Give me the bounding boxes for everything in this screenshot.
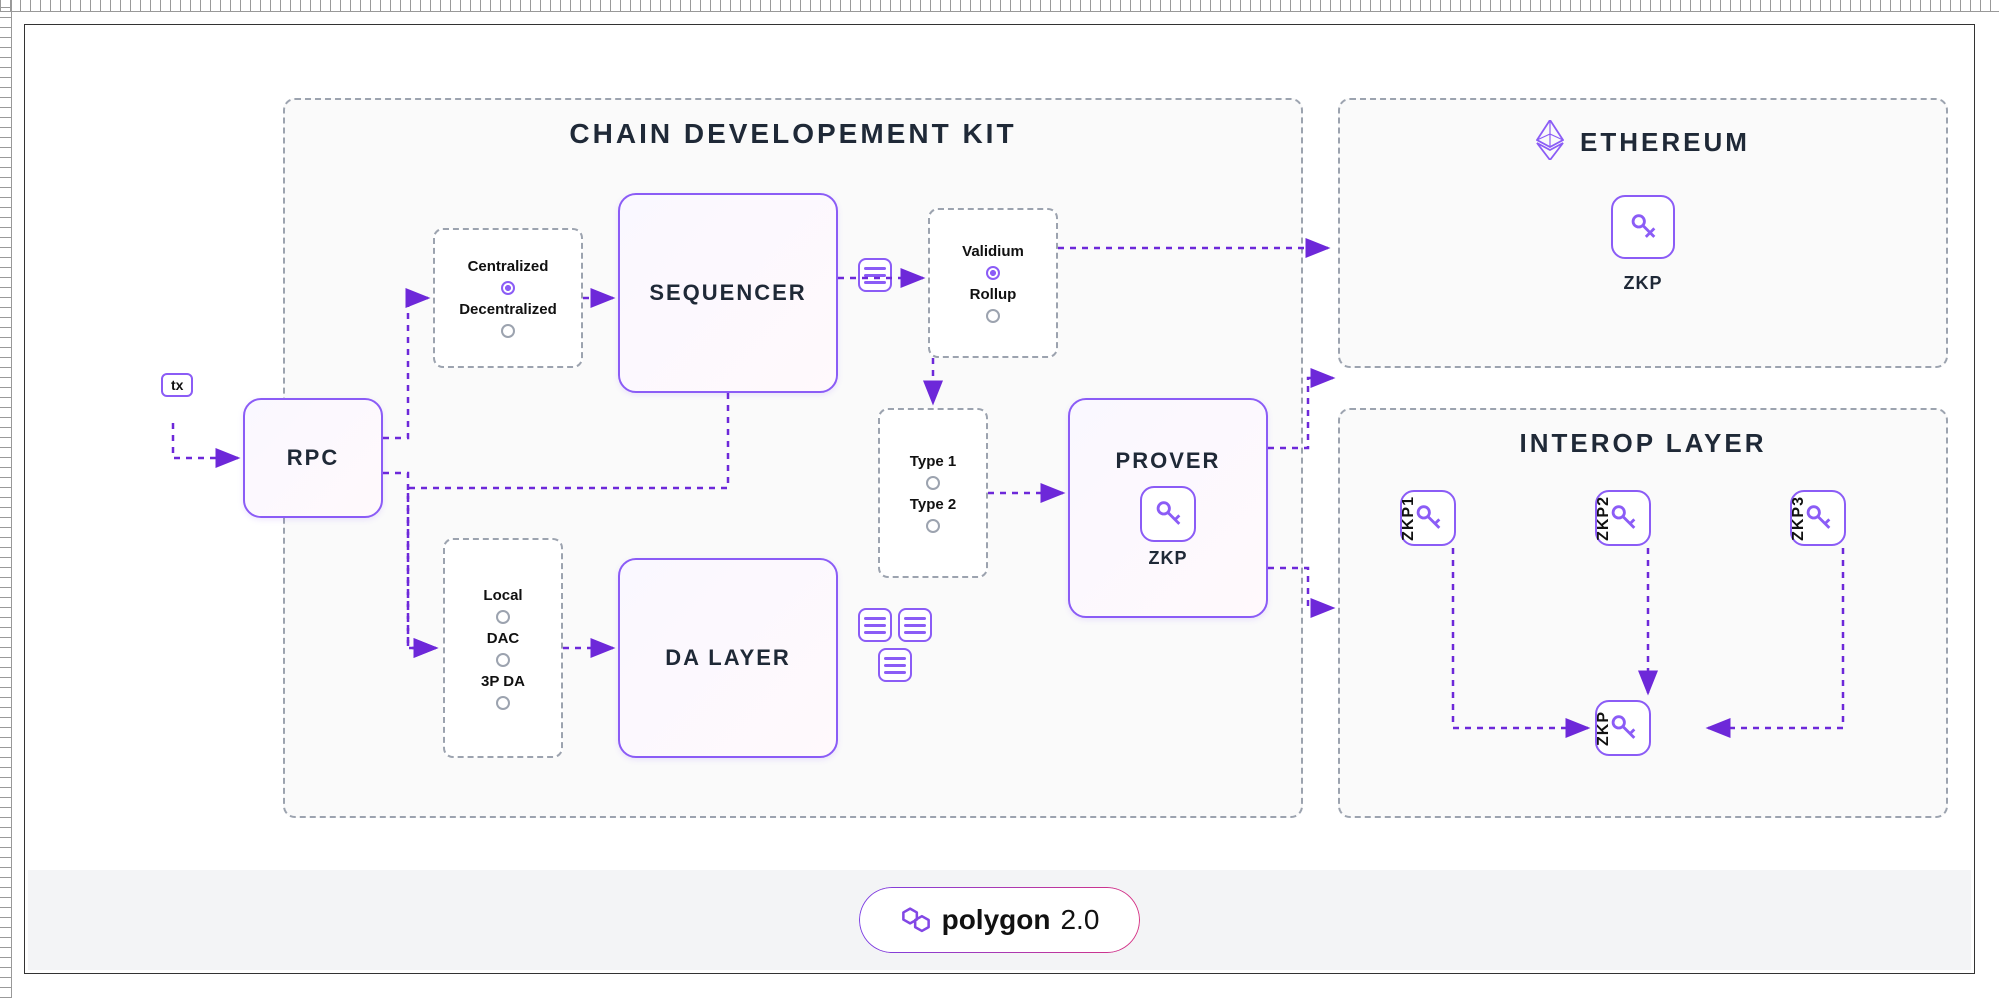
interop-title: INTEROP LAYER [1340,428,1946,459]
da-layer-label: DA LAYER [665,645,791,671]
footer-brand: polygon [942,904,1051,936]
stack-icon-sequencer [858,258,892,292]
ruler-top [0,0,1999,12]
opt-da: Local DAC 3P DA [443,538,563,758]
footer-version: 2.0 [1060,904,1099,936]
ethereum-zkp-keybox [1611,195,1675,259]
node-da-layer: DA LAYER [618,558,838,758]
radio-3pda[interactable] [496,696,510,710]
ruler-left [0,0,12,998]
opt-3pda-label: 3P DA [481,673,525,690]
node-sequencer: SEQUENCER [618,193,838,393]
radio-dac[interactable] [496,653,510,667]
ethereum-title: ETHEREUM [1580,127,1750,158]
interop-zkp-label: ZKP [1595,711,1613,746]
region-ethereum: ETHEREUM ZKP [1338,98,1948,368]
stack-icon-da-2 [898,608,932,642]
stack-icon-da-3 [878,648,912,682]
region-interop: INTEROP LAYER ZKP1 ZKP2 ZKP3 ZKP [1338,408,1948,818]
prover-keybox [1140,486,1196,542]
interop-zkp3-label: ZKP3 [1790,496,1808,541]
radio-centralized[interactable] [501,281,515,295]
radio-local[interactable] [496,610,510,624]
node-prover: PROVER ZKP [1068,398,1268,618]
radio-type2[interactable] [926,519,940,533]
ethereum-icon [1536,120,1564,165]
stack-icon-da-1 [858,608,892,642]
radio-decentralized[interactable] [501,324,515,338]
opt-validium-label: Validium [962,243,1024,260]
footer-pill: polygon 2.0 [859,887,1141,953]
opt-type2-label: Type 2 [910,496,956,513]
footer: polygon 2.0 [28,870,1971,970]
canvas: CHAIN DEVELOPEMENT KIT ETHEREUM ZKP [28,28,1971,870]
sequencer-label: SEQUENCER [649,280,806,306]
opt-decentralized-label: Decentralized [459,301,557,318]
opt-type1-label: Type 1 [910,453,956,470]
opt-rollup-label: Rollup [970,286,1017,303]
radio-validium[interactable] [986,266,1000,280]
tx-badge: tx [161,373,193,397]
radio-type1[interactable] [926,476,940,490]
opt-centralized-label: Centralized [468,258,549,275]
cdk-title: CHAIN DEVELOPEMENT KIT [285,118,1301,150]
prover-sub: ZKP [1149,548,1188,569]
opt-dac-label: DAC [487,630,520,647]
prover-label: PROVER [1116,448,1221,474]
opt-type: Type 1 Type 2 [878,408,988,578]
interop-zkp1-label: ZKP1 [1400,496,1418,541]
opt-validium-rollup: Validium Rollup [928,208,1058,358]
interop-zkp2-label: ZKP2 [1595,496,1613,541]
radio-rollup[interactable] [986,309,1000,323]
ethereum-zkp-label: ZKP [1624,273,1663,294]
opt-sequencer-mode: Centralized Decentralized [433,228,583,368]
node-rpc: RPC [243,398,383,518]
rpc-label: RPC [287,445,339,471]
polygon-logo-icon [900,906,932,934]
opt-local-label: Local [483,587,522,604]
